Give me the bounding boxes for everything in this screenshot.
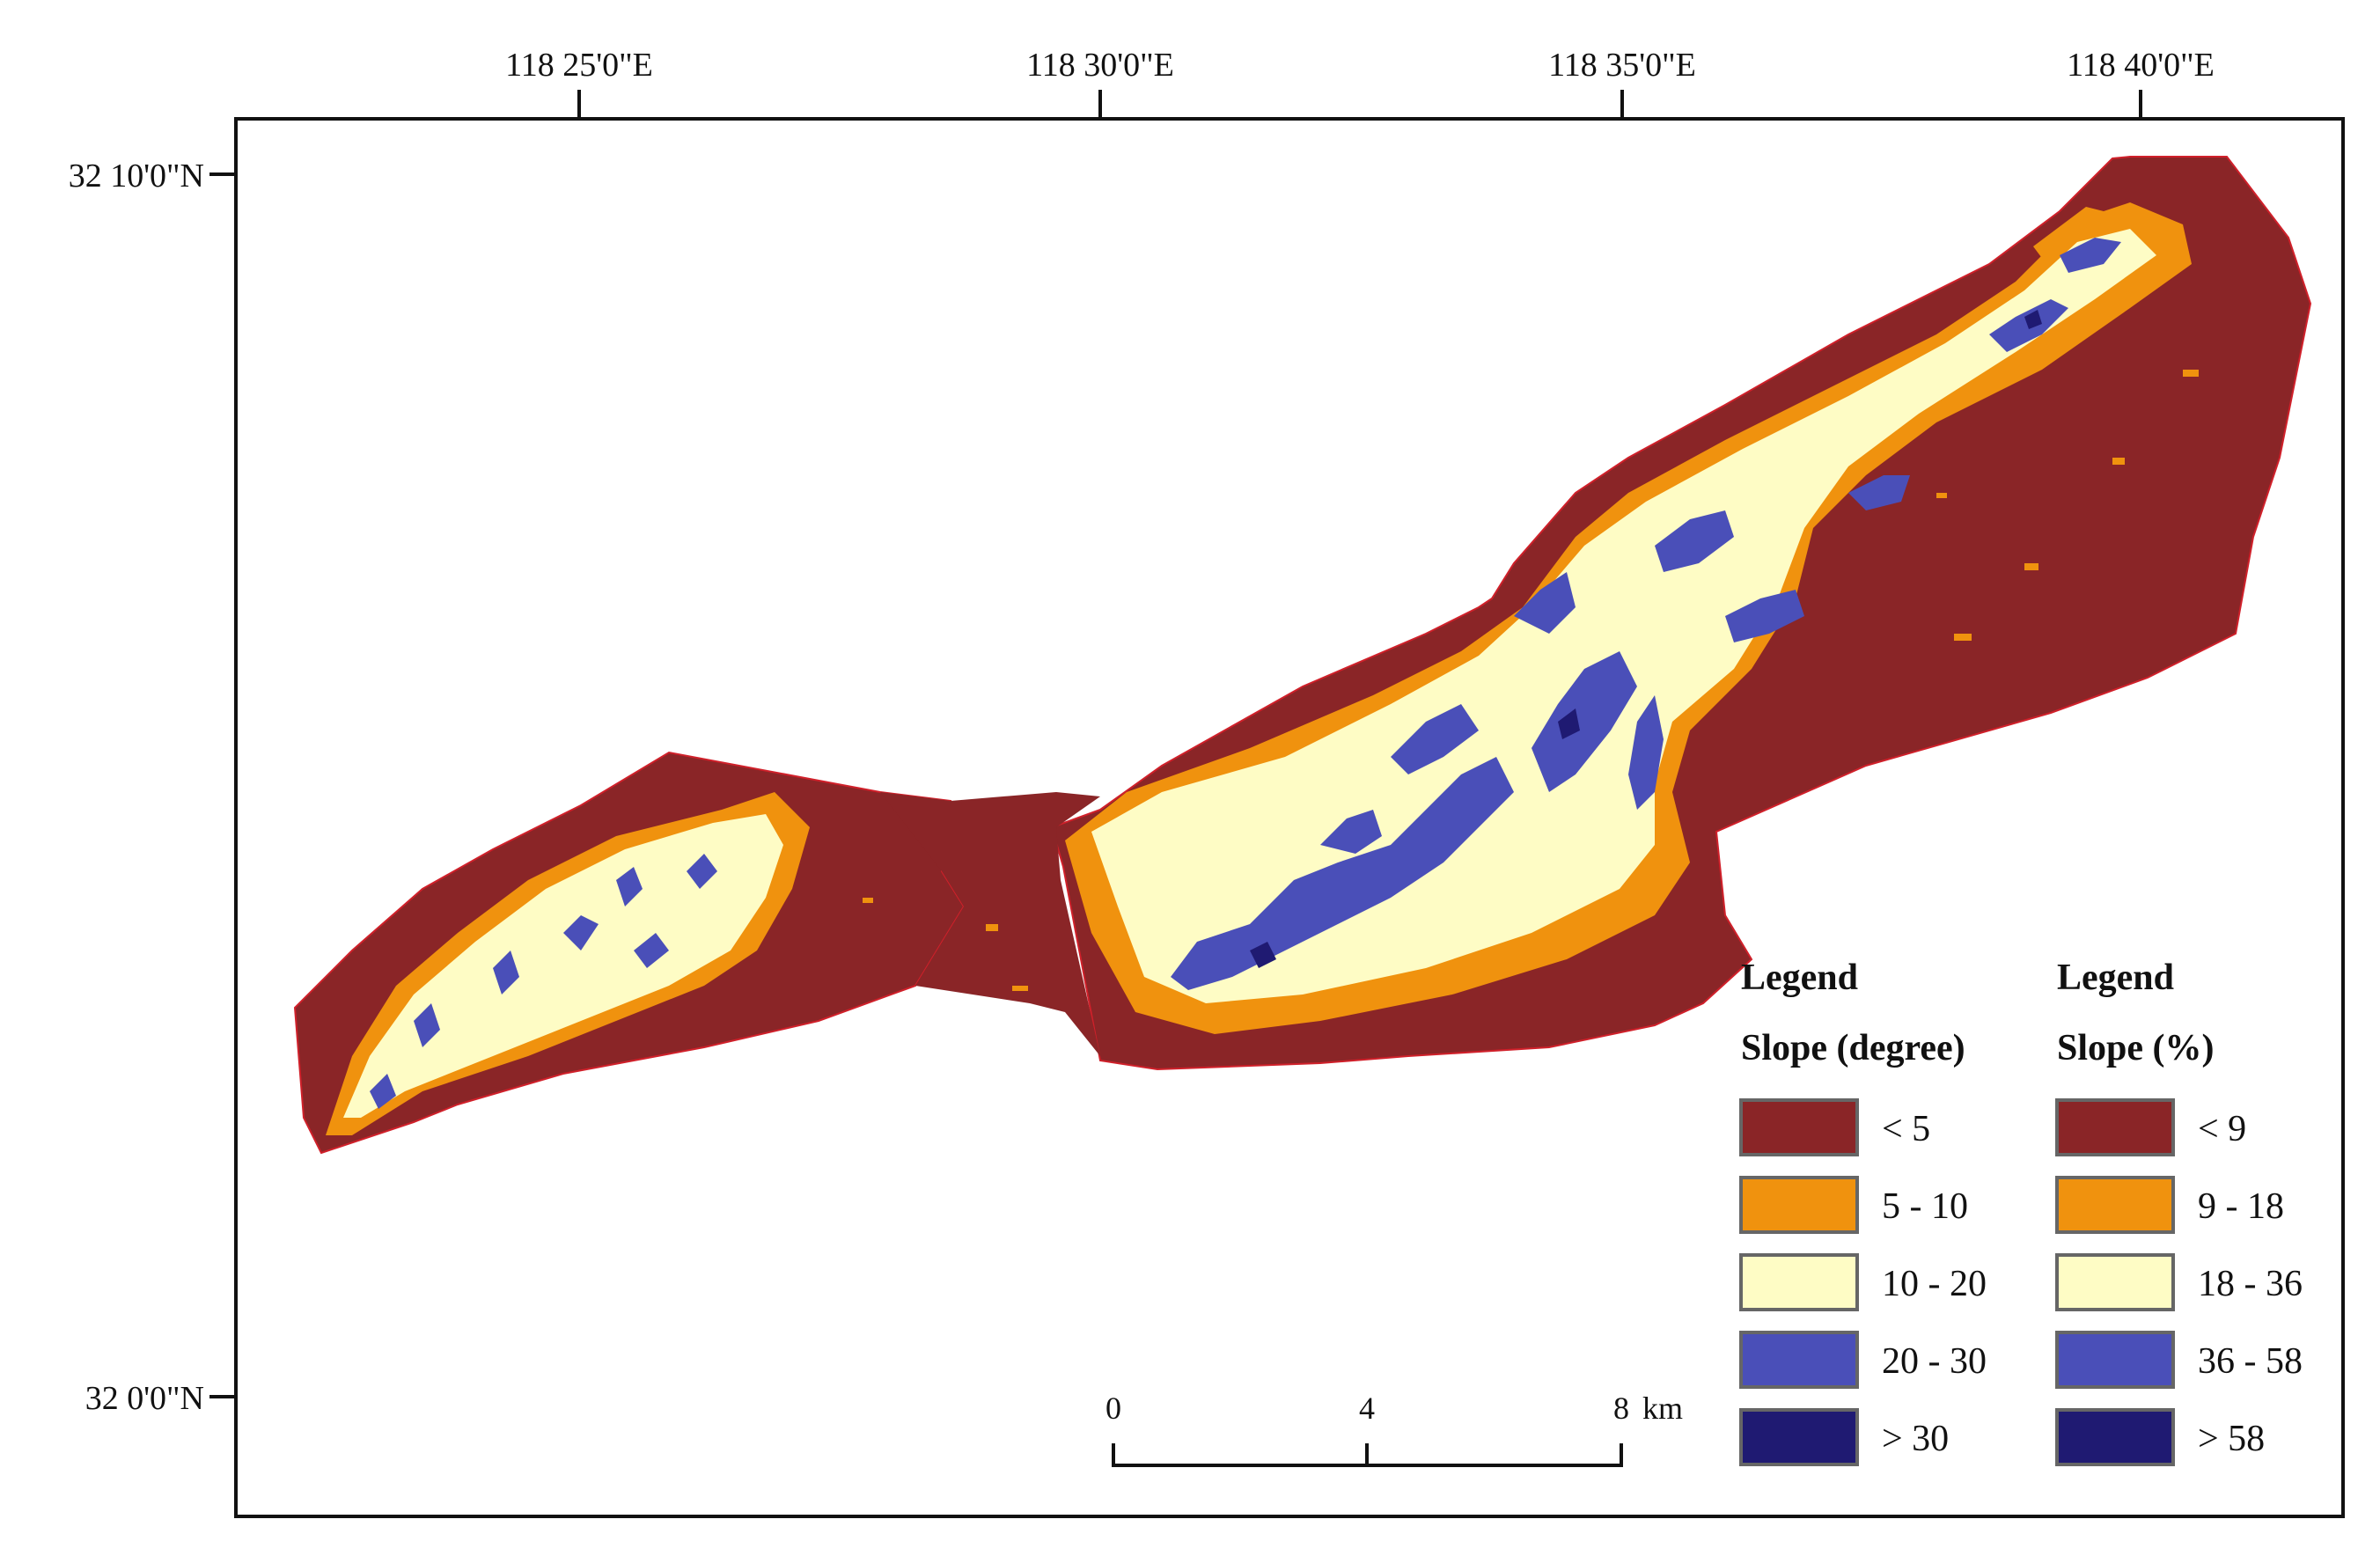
legend-degree-label-2: 10 - 20 — [1882, 1264, 1987, 1304]
legend-degree-label-1: 5 - 10 — [1882, 1186, 1968, 1227]
legend-percent-swatch-2 — [2055, 1253, 2175, 1311]
longitude-label-30: 118 30'0"E — [1026, 47, 1174, 84]
scale-bar: 0 4 8 km — [1106, 1391, 1683, 1467]
legend-percent-label-1: 9 - 18 — [2198, 1186, 2284, 1227]
legend-percent-label-2: 18 - 36 — [2198, 1264, 2303, 1304]
study-area-east — [1050, 156, 2312, 1071]
scale-bar-unit: km — [1642, 1391, 1683, 1426]
legend-percent-swatch-3 — [2055, 1331, 2175, 1389]
legend-degree-swatch-2 — [1739, 1253, 1859, 1311]
scale-bar-label-4: 4 — [1359, 1391, 1375, 1426]
legend-percent-swatch-0 — [2055, 1098, 2175, 1156]
legend-degree-label-4: > 30 — [1882, 1419, 1949, 1459]
longitude-label-40: 118 40'0"E — [2067, 47, 2215, 84]
west-zone-yellow — [343, 814, 783, 1118]
graticule-ticks — [209, 90, 2142, 1398]
legend-percent: Legend Slope (%) < 9 9 - 18 18 - 36 36 - 58… — [2055, 958, 2303, 1466]
legend-percent-swatch-4 — [2055, 1408, 2175, 1466]
legend-degree-title: Legend — [1741, 958, 1858, 998]
east-zone-blue — [1171, 238, 2121, 990]
latitude-label-10: 32 10'0"N — [69, 158, 204, 194]
east-zone-navy — [1250, 310, 2042, 968]
legend-degree-swatch-3 — [1739, 1331, 1859, 1389]
legend-degree-subtitle: Slope (degree) — [1741, 1028, 1965, 1068]
east-slope-zones — [1065, 202, 2192, 1034]
scale-bar-label-0: 0 — [1106, 1391, 1121, 1426]
legend-percent-label-0: < 9 — [2198, 1109, 2246, 1149]
west-slope-zones — [326, 792, 810, 1135]
legend-percent-label-4: > 58 — [2198, 1419, 2265, 1459]
legend-percent-subtitle: Slope (%) — [2057, 1028, 2215, 1068]
scale-bar-label-8: 8 — [1613, 1391, 1629, 1426]
outlier-speckles — [863, 370, 2199, 991]
longitude-label-35: 118 35'0"E — [1548, 47, 1696, 84]
east-zone-yellow — [1091, 229, 2156, 1003]
legend-degree-label-0: < 5 — [1882, 1109, 1930, 1149]
legend-degree-swatch-1 — [1739, 1176, 1859, 1234]
latitude-label-0: 32 0'0"N — [85, 1380, 204, 1417]
legend-degree: Legend Slope (degree) < 5 5 - 10 10 - 20 20… — [1739, 958, 1987, 1466]
legend-percent-swatch-1 — [2055, 1176, 2175, 1234]
legend-degree-swatch-0 — [1739, 1098, 1859, 1156]
legend-degree-swatch-4 — [1739, 1408, 1859, 1466]
longitude-label-25: 118 25'0"E — [505, 47, 653, 84]
legend-percent-label-3: 36 - 58 — [2198, 1341, 2303, 1382]
study-area-west — [293, 751, 1100, 1155]
west-zone-blue — [370, 854, 717, 1109]
legend-degree-items: < 5 5 - 10 10 - 20 20 - 30 > 30 — [1739, 1098, 1987, 1466]
legend-percent-title: Legend — [2057, 958, 2174, 998]
legend-degree-label-3: 20 - 30 — [1882, 1341, 1987, 1382]
legend-percent-items: < 9 9 - 18 18 - 36 36 - 58 > 58 — [2055, 1098, 2303, 1466]
